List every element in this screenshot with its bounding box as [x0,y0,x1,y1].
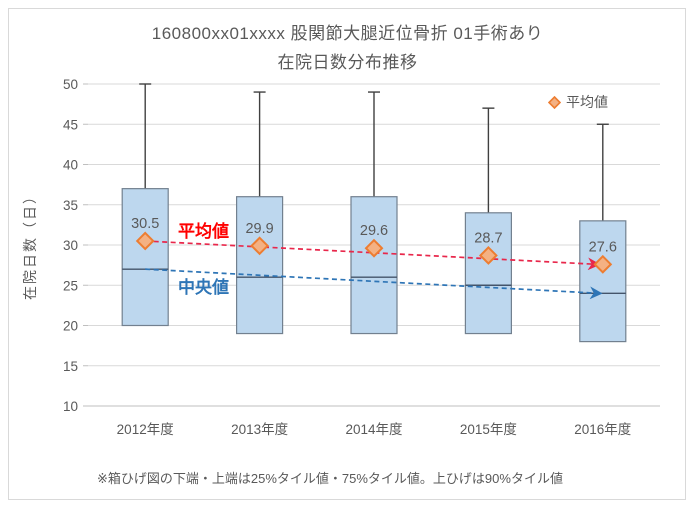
mean-data-label-2015年度: 28.7 [474,230,502,246]
mean-marker-2015年度 [478,246,498,265]
x-category-label-4: 2015年度 [460,422,517,437]
x-category-label-5: 2016年度 [574,422,631,437]
mean-marker-2016年度 [593,254,613,274]
x-category-label-1: 2012年度 [117,422,174,437]
mean-data-label-2016年度: 27.6 [589,239,617,255]
box-2013年度 [236,196,284,335]
chart-title-line-1: 160800xx01xxxx 股関節大腿近位骨折 01手術あり [151,24,544,43]
median-annotation-label: 中央値 [178,278,229,297]
chart-border [8,8,686,500]
box-2014年度 [350,196,398,335]
mean-marker-2014年度 [364,238,384,258]
y-tick-label-20: 20 [63,319,78,334]
axis-and-data-labels: 50 45 40 35 30 25 20 15 10 2012年度 2013年度 2014年度 2015… [63,77,631,437]
y-tick-label-50: 50 [63,77,78,92]
y-tick-label-35: 35 [63,198,78,213]
chart-title-line-2: 在院日数分布推移 [277,53,418,72]
y-tick-label-10: 10 [63,399,78,414]
mean-data-label-2014年度: 29.6 [360,223,388,239]
mean-marker-2013年度 [250,236,270,256]
median-trend-line [145,268,603,300]
y-tick-label-45: 45 [63,117,78,132]
legend-mean-diamond-icon [548,95,561,109]
mean-data-label-2012年度: 30.5 [131,216,159,232]
box-whisker-marks [121,83,627,343]
legend[interactable]: 平均値 [548,92,608,112]
box-2016年度 [579,220,627,343]
box-2012年度 [121,188,169,327]
box-2015年度 [464,212,512,335]
y-tick-label-30: 30 [63,238,78,253]
y-tick-label-40: 40 [63,158,78,173]
x-category-label-3: 2014年度 [345,422,402,437]
mean-data-label-2013年度: 29.9 [245,221,273,237]
mean-marker-2012年度 [135,231,155,251]
y-tick-label-25: 25 [63,278,78,293]
mean-trend-line [145,240,601,271]
y-tick-label-15: 15 [63,359,78,374]
legend-label-mean: 平均値 [566,94,608,110]
x-category-label-2: 2013年度 [231,422,288,437]
mean-annotation-label: 平均値 [178,222,229,241]
axes [83,83,88,407]
footnote: ※箱ひげ図の下端・上端は25%タイル値・75%タイル値。上ひげは90%タイル値 [97,471,563,486]
